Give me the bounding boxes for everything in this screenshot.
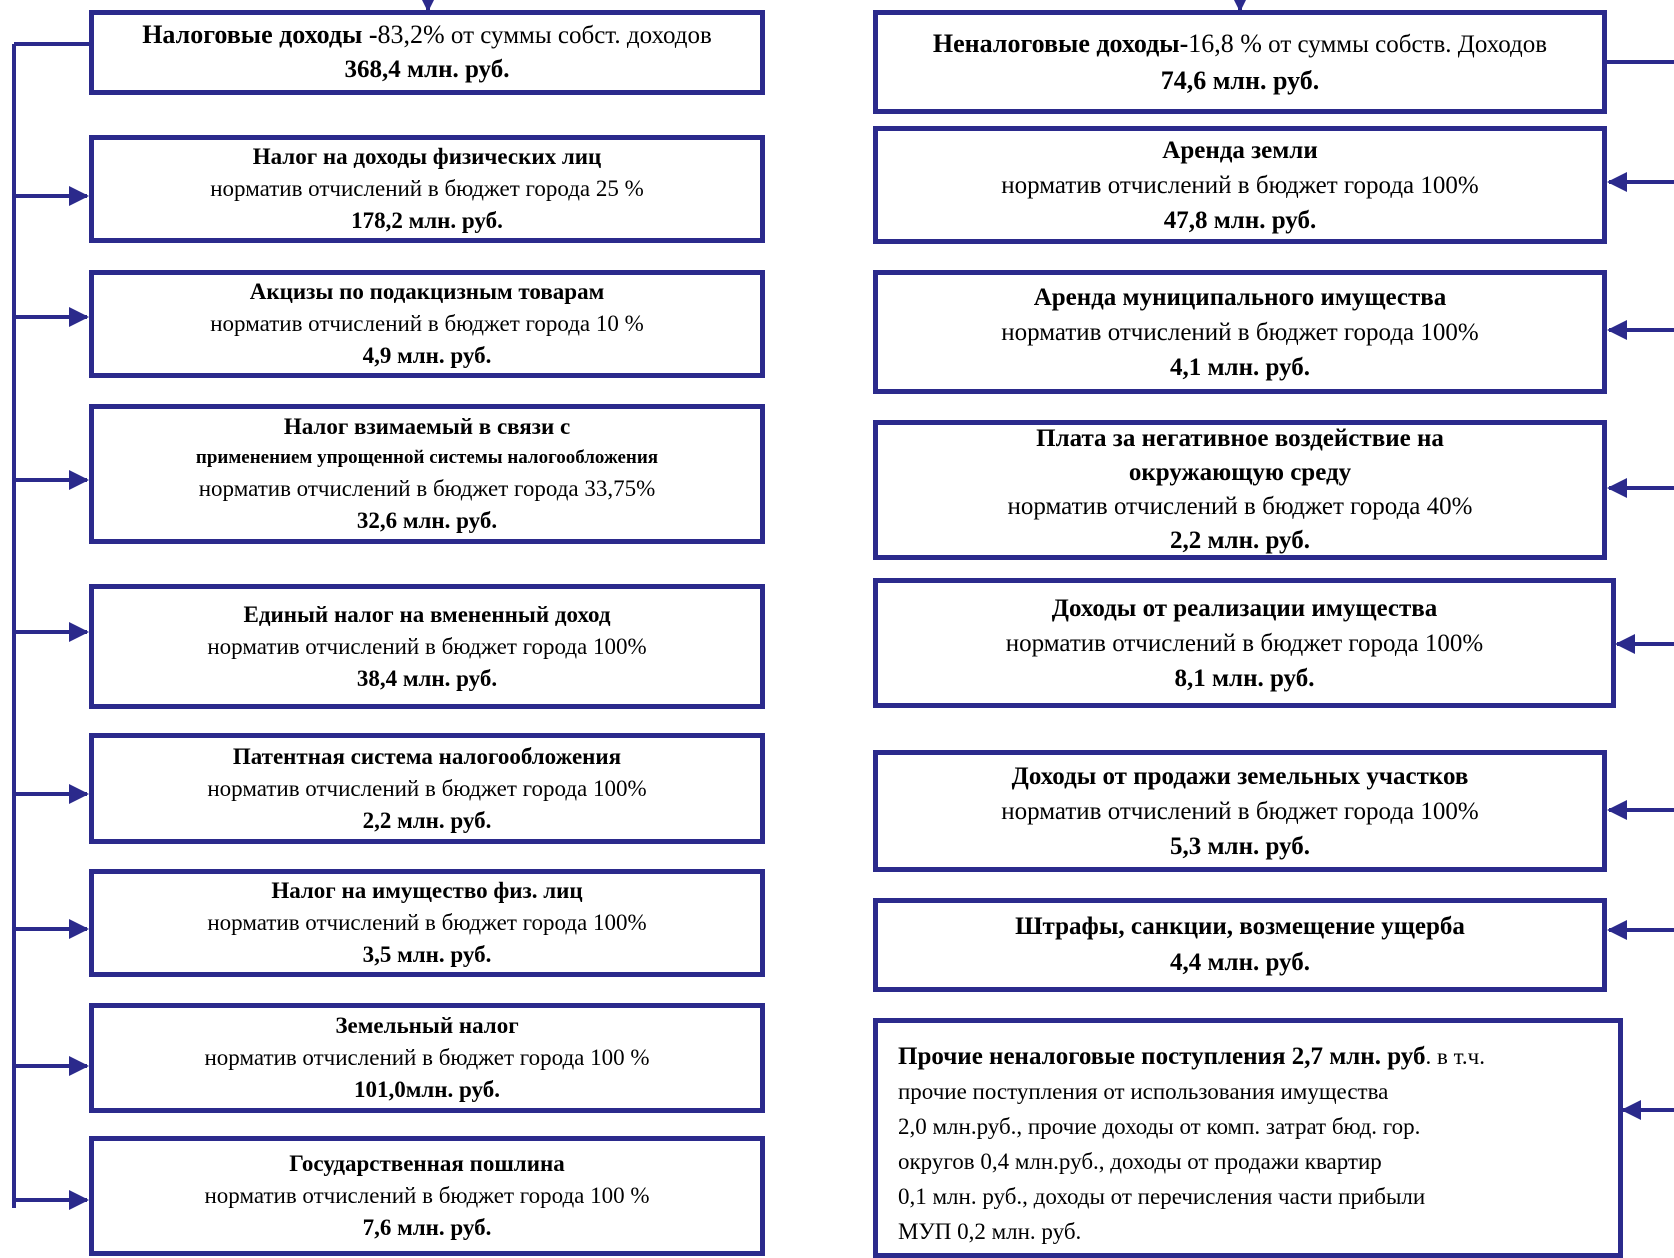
nontax-header-line-1: Неналоговые доходы-16,8 % от суммы собст… [933,26,1547,63]
tax-item-amount: 3,5 млн. руб. [363,939,492,971]
tax-item-rate: норматив отчислений в бюджет города 100 … [204,1042,649,1074]
tax-item-box-5: Патентная система налогообложения нормат… [89,733,765,844]
nontax-item-rate: норматив отчислений в бюджет города 100% [1001,168,1478,203]
nontax-item-box-3: Плата за негативное воздействие на окруж… [873,420,1607,560]
nontax-other-text-3: 2,0 млн.руб., прочие доходы от комп. зат… [898,1109,1600,1144]
tax-item-amount: 7,6 млн. руб. [363,1212,492,1244]
tax-item-amount: 178,2 млн. руб. [351,205,503,237]
tax-item-rate: норматив отчислений в бюджет города 10 % [210,308,644,340]
nontax-other-line-1: Прочие неналоговые поступления 2,7 млн. … [898,1039,1600,1074]
tax-item-rate: норматив отчислений в бюджет города 100% [207,631,646,663]
nontax-other-title: Прочие неналоговые поступления 2,7 млн. … [898,1043,1425,1070]
nontax-item-box-5: Доходы от продажи земельных участков нор… [873,750,1607,872]
tax-item-title: Акцизы по подакцизным товарам [250,276,604,308]
nontax-item-amount: 4,1 млн. руб. [1170,350,1310,385]
tax-item-amount: 38,4 млн. руб. [357,663,497,695]
nontax-other-text-5: 0,1 млн. руб., доходы от перечисления ча… [898,1179,1600,1214]
nontax-other-text-1: . в т.ч. [1425,1044,1485,1069]
tax-item-rate: норматив отчислений в бюджет города 100% [207,907,646,939]
nontax-item-title: Аренда земли [1162,133,1317,168]
tax-header-line-1: Налоговые доходы -83,2% от суммы собст. … [142,18,712,53]
tax-item-box-3: Налог взимаемый в связи с применением уп… [89,404,765,544]
nontax-item-rate: норматив отчислений в бюджет города 100% [1001,794,1478,829]
tax-item-box-8: Государственная пошлина норматив отчисле… [89,1136,765,1256]
nontax-item-title: Доходы от продажи земельных участков [1012,759,1469,794]
tax-item-title: Налог взимаемый в связи с [284,411,570,443]
tax-header-amount: 368,4 млн. руб. [345,53,510,87]
nontax-header-share: 16,8 % [1188,29,1262,58]
tax-item-box-1: Налог на доходы физических лиц норматив … [89,135,765,243]
nontax-item-rate: норматив отчислений в бюджет города 100% [1001,315,1478,350]
nontax-item-amount: 8,1 млн. руб. [1175,661,1315,696]
tax-item-box-4: Единый налог на вмененный доход норматив… [89,584,765,709]
nontax-item-amount: 47,8 млн. руб. [1164,203,1316,238]
tax-item-title: Земельный налог [335,1010,518,1042]
nontax-revenue-header-box: Неналоговые доходы-16,8 % от суммы собст… [873,10,1607,114]
tax-item-amount: 4,9 млн. руб. [363,340,492,372]
nontax-item-title: Доходы от реализации имущества [1052,591,1438,626]
tax-item-rate: норматив отчислений в бюджет города 100 … [204,1180,649,1212]
tax-item-subtitle: применением упрощенной системы налогообл… [196,443,658,473]
tax-item-title: Налог на доходы физических лиц [253,141,602,173]
nontax-item-box-4: Доходы от реализации имущества норматив … [873,578,1616,708]
nontax-item-amount: 4,4 млн. руб. [1170,945,1310,981]
tax-header-share-note: от суммы собст. доходов [451,22,712,49]
tax-item-amount: 101,0млн. руб. [354,1074,500,1106]
tax-item-title: Патентная система налогообложения [233,741,621,773]
nontax-header-share-note: от суммы собств. Доходов [1268,31,1547,58]
nontax-other-text-2: прочие поступления от использования имущ… [898,1074,1600,1109]
tax-item-rate: норматив отчислений в бюджет города 33,7… [199,473,656,505]
nontax-other-text-4: округов 0,4 млн.руб., доходы от продажи … [898,1144,1600,1179]
nontax-item-title: Штрафы, санкции, возмещение ущерба [1015,909,1465,945]
nontax-item-subtitle: окружающую среду [1129,456,1351,490]
nontax-other-box: Прочие неналоговые поступления 2,7 млн. … [873,1018,1623,1258]
tax-item-amount: 32,6 млн. руб. [357,505,497,537]
tax-item-title: Налог на имущество физ. лиц [271,875,582,907]
tax-header-title: Налоговые доходы - [142,20,377,49]
tax-header-share: 83,2% [378,20,445,49]
nontax-item-rate: норматив отчислений в бюджет города 100% [1006,626,1483,661]
tax-revenue-header-box: Налоговые доходы -83,2% от суммы собст. … [89,10,765,95]
nontax-header-amount: 74,6 млн. руб. [1161,63,1320,99]
tax-item-box-7: Земельный налог норматив отчислений в бю… [89,1003,765,1113]
nontax-header-title: Неналоговые доходы- [933,29,1188,58]
nontax-item-title: Плата за негативное воздействие на [1036,422,1444,456]
nontax-item-rate: норматив отчислений в бюджет города 40% [1008,490,1473,524]
nontax-item-box-6: Штрафы, санкции, возмещение ущерба 4,4 м… [873,898,1607,992]
tax-item-box-2: Акцизы по подакцизным товарам норматив о… [89,270,765,378]
nontax-item-amount: 5,3 млн. руб. [1170,829,1310,864]
tax-item-rate: норматив отчислений в бюджет города 25 % [210,173,644,205]
tax-item-amount: 2,2 млн. руб. [363,805,492,837]
tax-item-box-6: Налог на имущество физ. лиц норматив отч… [89,869,765,977]
tax-item-rate: норматив отчислений в бюджет города 100% [207,773,646,805]
tax-item-title: Государственная пошлина [289,1148,564,1180]
tax-item-title: Единый налог на вмененный доход [244,599,611,631]
nontax-item-amount: 2,2 млн. руб. [1170,524,1310,558]
nontax-item-box-2: Аренда муниципального имущества норматив… [873,270,1607,394]
nontax-item-box-1: Аренда земли норматив отчислений в бюдже… [873,126,1607,244]
nontax-item-title: Аренда муниципального имущества [1034,280,1447,315]
